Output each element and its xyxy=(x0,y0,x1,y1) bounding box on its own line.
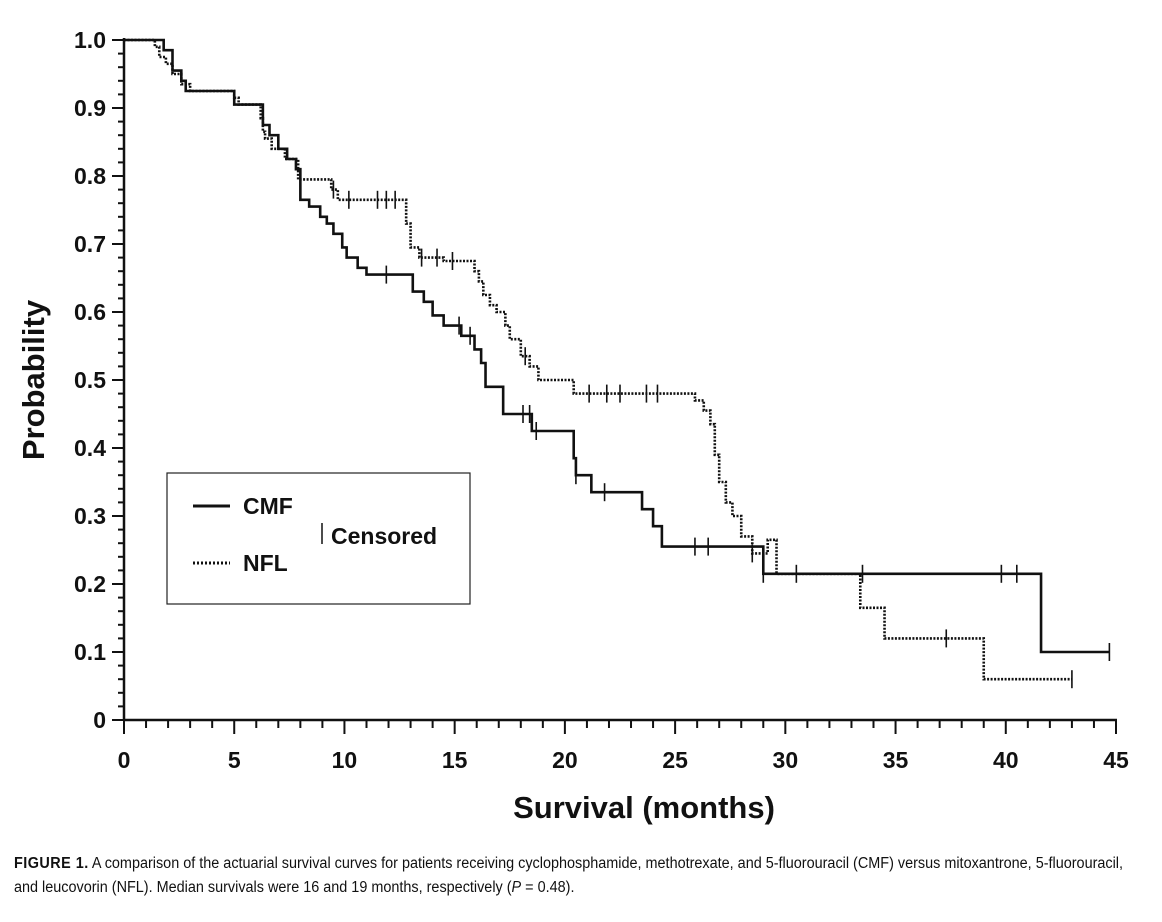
curve-nfl xyxy=(124,38,1072,681)
figure-label: FIGURE 1. xyxy=(14,855,89,872)
axes xyxy=(122,38,1117,722)
survival-chart: 0 5 10 15 20 25 30 35 40 45 0 0.1 0.2 0.3 0.4 0.5 0.6 0.… xyxy=(16,27,1129,825)
x-axis-ticks: 0 5 10 15 20 25 30 35 40 45 xyxy=(118,720,1129,773)
y-tick-label: 1.0 xyxy=(74,27,106,53)
x-tick-label: 0 xyxy=(118,747,131,773)
legend-label-nfl: NFL xyxy=(243,550,288,576)
x-tick-label: 20 xyxy=(552,747,578,773)
legend: CMF NFL Censored xyxy=(166,472,471,605)
series-nfl xyxy=(124,38,1073,689)
x-tick-label: 15 xyxy=(442,747,468,773)
y-tick-label: 0.7 xyxy=(74,231,106,257)
y-tick-label: 0.2 xyxy=(74,571,106,597)
caption-p-symbol: P xyxy=(511,879,522,896)
figure-caption: FIGURE 1. A comparison of the actuarial … xyxy=(14,852,1148,900)
legend-label-censored: Censored xyxy=(331,523,437,549)
y-axis-ticks: 0 0.1 0.2 0.3 0.4 0.5 0.6 0.7 0.8 0.9 1.0 xyxy=(74,27,124,733)
legend-label-cmf: CMF xyxy=(243,493,293,519)
x-tick-label: 45 xyxy=(1103,747,1129,773)
x-tick-label: 35 xyxy=(883,747,909,773)
y-tick-label: 0.4 xyxy=(74,435,106,461)
x-tick-label: 10 xyxy=(332,747,358,773)
x-tick-label: 40 xyxy=(993,747,1019,773)
y-tick-label: 0.1 xyxy=(74,639,106,665)
x-tick-label: 25 xyxy=(662,747,688,773)
caption-text: A comparison of the actuarial survival c… xyxy=(14,855,1124,896)
y-tick-label: 0.3 xyxy=(74,503,106,529)
legend-box xyxy=(166,472,471,605)
y-tick-label: 0.6 xyxy=(74,299,106,325)
x-tick-label: 30 xyxy=(773,747,799,773)
y-tick-label: 0 xyxy=(93,707,106,733)
y-tick-label: 0.5 xyxy=(74,367,106,393)
survival-curves xyxy=(124,38,1111,689)
y-tick-label: 0.9 xyxy=(74,95,106,121)
caption-text-end: = 0.48). xyxy=(521,879,575,896)
y-axis-title: Probability xyxy=(16,299,51,460)
y-tick-label: 0.8 xyxy=(74,163,106,189)
x-axis-title: Survival (months) xyxy=(513,790,775,825)
x-tick-label: 5 xyxy=(228,747,241,773)
